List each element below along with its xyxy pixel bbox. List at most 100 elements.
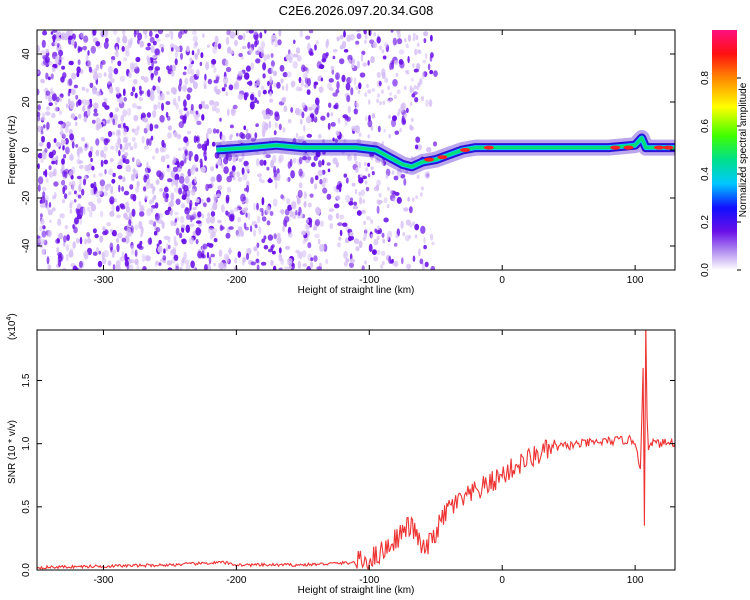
spectrogram-noise-dot xyxy=(112,172,116,178)
spectrogram-noise-dot xyxy=(256,215,261,224)
spectrogram-noise-dot xyxy=(249,101,255,110)
spectrogram-noise-dot xyxy=(122,109,128,117)
spectrogram-noise-dot xyxy=(152,55,158,59)
spectrogram-noise-dot xyxy=(40,78,45,84)
spectrogram-noise-dot xyxy=(242,32,246,41)
spectrogram-noise-dot xyxy=(307,78,311,87)
spectrogram-noise-dot xyxy=(45,72,49,80)
spectrogram-noise-dot xyxy=(172,248,176,253)
spectrogram-noise-dot xyxy=(243,160,249,167)
spectrogram-noise-dot xyxy=(256,250,260,257)
spectrogram-noise-dot xyxy=(167,125,172,131)
spectrogram-noise-dot xyxy=(146,255,151,262)
spectrogram-noise-dot xyxy=(364,260,367,265)
spectrogram-noise-dot xyxy=(287,232,293,238)
spectrogram-noise-dot xyxy=(273,233,277,240)
spectrogram-noise-dot xyxy=(267,248,273,253)
spectrogram-noise-dot xyxy=(187,87,193,93)
colorbar-tick-label: 0.0 xyxy=(700,263,711,277)
spectrogram-noise-dot xyxy=(396,196,402,204)
spectrogram-noise-dot xyxy=(377,200,382,206)
spectrogram-noise-dot xyxy=(270,65,274,74)
spectrogram-noise-dot xyxy=(74,217,79,225)
spectrogram-noise-dot xyxy=(44,56,50,64)
spectrogram-noise-dot xyxy=(146,123,151,132)
spectrogram-noise-dot xyxy=(262,73,266,79)
spectrogram-noise-dot xyxy=(195,110,199,115)
spectrogram-noise-dot xyxy=(288,265,292,270)
spectrogram-noise-dot xyxy=(163,186,169,193)
spectrogram-noise-dot xyxy=(164,33,170,38)
spectrogram-noise-dot xyxy=(149,123,154,132)
spectrogram-noise-dot xyxy=(43,124,46,129)
spectrogram-noise-dot xyxy=(81,86,86,91)
spectrogram-noise-dot xyxy=(219,261,225,270)
spectrogram-noise-dot xyxy=(339,229,343,237)
spectrogram-noise-dot xyxy=(281,97,286,103)
spectrogram-noise-dot xyxy=(139,211,145,217)
spectrogram-noise-dot xyxy=(245,65,251,72)
spectrogram-noise-dot xyxy=(73,41,77,49)
spectrogram-noise-dot xyxy=(170,31,174,40)
spectrogram-noise-dot xyxy=(61,199,66,204)
spectrogram-noise-dot xyxy=(328,208,335,213)
spectrogram-noise-dot xyxy=(359,196,363,205)
colorbar-ticks: 0.0 0.2 0.4 0.6 0.8 xyxy=(700,71,741,277)
spectrogram-noise-dot xyxy=(233,207,240,212)
spectrogram-noise-dot xyxy=(57,218,62,226)
snr-y-ticks: 0.0 0.5 1.0 1.5 xyxy=(21,373,675,577)
spectrogram-noise-dot xyxy=(78,183,82,193)
spectrogram-noise-dot xyxy=(382,238,385,243)
spectrogram-noise-dot xyxy=(72,245,76,249)
spectrogram-noise-dot xyxy=(129,62,135,70)
spectrogram-noise-dot xyxy=(54,55,60,64)
spectrogram-noise-dot xyxy=(356,33,362,40)
spectrogram-noise-dot xyxy=(314,233,320,239)
spectrogram-noise-dot xyxy=(115,205,120,212)
spectrogram-noise-dot xyxy=(379,45,382,50)
spectrogram-noise-dot xyxy=(263,244,269,250)
spectrogram-noise-dot xyxy=(409,85,413,90)
spectrogram-noise-dot xyxy=(96,90,102,97)
spectrogram-noise-dot xyxy=(178,176,185,184)
spectrogram-noise-dot xyxy=(362,62,368,67)
spectrogram-noise-dot xyxy=(48,76,51,81)
spectrogram-noise-dot xyxy=(367,173,371,178)
spectrogram-noise-dot xyxy=(381,49,385,54)
spectrogram-noise-dot xyxy=(419,77,423,83)
spectrogram-noise-dot xyxy=(337,222,343,227)
spectrogram-noise-dot xyxy=(132,194,137,202)
spectrogram-noise-dot xyxy=(61,164,65,171)
spectrogram-noise-dot xyxy=(355,40,360,45)
spectrogram-noise-dot xyxy=(61,158,65,166)
spectrogram-noise-dot xyxy=(69,100,75,110)
spectrogram-noise-dot xyxy=(313,155,318,162)
spectrogram-noise-dot xyxy=(399,127,402,133)
spectrogram-noise-dot xyxy=(430,233,434,241)
spectrogram-noise-dot xyxy=(124,201,129,209)
spectrogram-noise-dot xyxy=(37,104,41,111)
spectrogram-noise-dot xyxy=(101,251,105,260)
spectrogram-noise-dot xyxy=(406,107,409,114)
spectrogram-noise-dot xyxy=(266,166,270,171)
spectrogram-noise-dot xyxy=(327,122,331,130)
spectrogram-noise-dot xyxy=(117,137,121,146)
spectrogram-noise-dot xyxy=(202,243,208,250)
spectrogram-noise-dot xyxy=(248,80,253,87)
spectrogram-noise-dot xyxy=(229,124,234,129)
spectrogram-noise-dot xyxy=(126,107,132,116)
spectrogram-noise-dot xyxy=(178,109,183,114)
spectrogram-noise-dot xyxy=(152,110,157,118)
spectrogram-noise-dot xyxy=(265,113,271,120)
spectrogram-noise-dot xyxy=(54,40,58,47)
spectrogram-noise-dot xyxy=(411,77,414,82)
spectrogram-noise-dot xyxy=(45,111,51,116)
spectrogram-noise-dot xyxy=(98,250,101,255)
spectrogram-noise-dot xyxy=(173,187,180,193)
spectrogram-noise-dot xyxy=(279,64,285,72)
spectrogram-noise-dot xyxy=(218,249,223,257)
spectrogram-noise-dot xyxy=(148,219,154,225)
spectrogram-noise-dot xyxy=(212,45,218,55)
spectrogram-noise-dot xyxy=(389,189,393,195)
spectrogram-noise-dot xyxy=(55,238,61,244)
